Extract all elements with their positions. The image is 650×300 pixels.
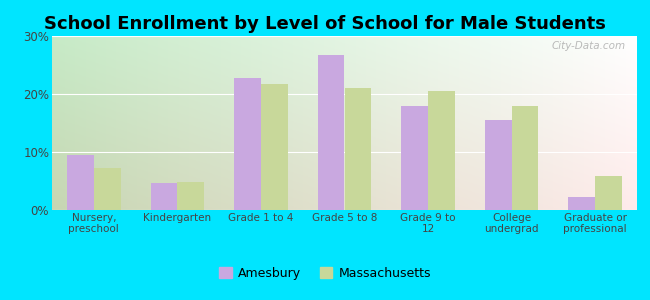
- Bar: [261, 84, 288, 210]
- Text: School Enrollment by Level of School for Male Students: School Enrollment by Level of School for…: [44, 15, 606, 33]
- Bar: [151, 183, 177, 210]
- Bar: [428, 91, 455, 210]
- Legend: Amesbury, Massachusetts: Amesbury, Massachusetts: [214, 262, 436, 285]
- Bar: [485, 120, 512, 210]
- Bar: [318, 55, 344, 210]
- Bar: [94, 168, 120, 210]
- Bar: [344, 88, 371, 210]
- Bar: [512, 106, 538, 210]
- Bar: [67, 155, 94, 210]
- Text: City-Data.com: City-Data.com: [551, 41, 625, 51]
- Bar: [595, 176, 622, 210]
- Bar: [234, 78, 261, 210]
- Bar: [569, 197, 595, 210]
- Bar: [177, 182, 204, 210]
- Bar: [401, 106, 428, 210]
